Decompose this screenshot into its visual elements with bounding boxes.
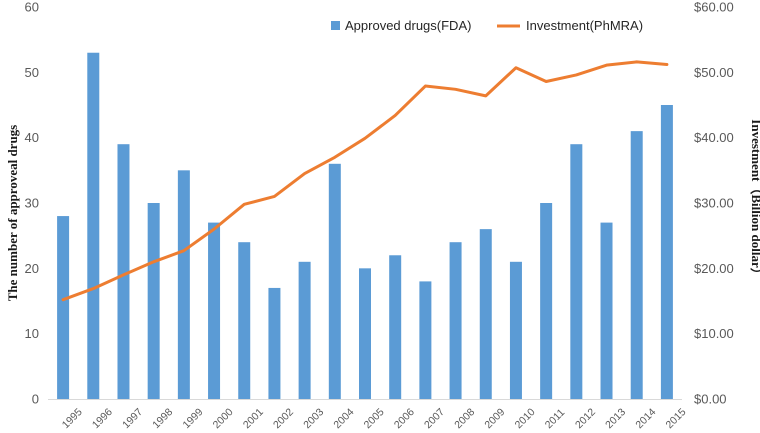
bar [57,216,70,399]
x-tick-label: 2012 [573,406,598,431]
x-tick-label: 2002 [271,406,296,431]
bar [600,222,613,399]
bar [359,268,371,399]
y-axis-title-left-text: The number of approveal drugs [5,125,20,302]
bar [389,255,402,399]
bar [268,287,281,399]
y-axis-left-ticks: 0 10 20 30 40 50 60 [25,0,39,407]
y-tick-label-left: 50 [25,65,39,80]
y-tick-label-left: 40 [25,130,39,145]
y-axis-title-right-text: Investment（Billion dollar） [749,119,760,280]
x-tick-label: 2005 [362,406,387,431]
y-tick-label-right: $60.00 [694,0,734,15]
bar [419,281,432,399]
bar [208,222,221,399]
y-tick-label-right: $50.00 [694,65,734,80]
y-tick-label-left: 60 [25,0,39,15]
x-tick-label: 2010 [513,406,538,431]
x-tick-label: 1996 [90,406,115,431]
x-tick-label: 2001 [241,406,266,431]
x-tick-label: 2000 [211,406,236,431]
x-axis-ticks: 1995 1996 1997 1998 1999 2000 2001 2002 2003 2004… [60,406,689,431]
y-axis-title-left: The number of approveal drugs [5,125,20,302]
bar [449,242,462,399]
x-tick-label: 1995 [60,406,85,431]
bar [147,203,160,399]
x-tick-label: 2003 [301,406,326,431]
bar [660,105,673,399]
legend-label-line: Investment(PhMRA) [526,18,643,33]
legend-swatch-bars [331,21,340,30]
bar [328,163,341,399]
bar [238,242,251,399]
bar-series [57,52,673,399]
y-tick-label-left: 10 [25,326,39,341]
x-tick-label: 2006 [392,406,417,431]
x-tick-label: 1998 [150,406,175,431]
x-tick-label: 2004 [331,406,356,431]
y-tick-label-right: $30.00 [694,196,734,211]
bar [630,131,643,399]
y-tick-label-right: $0.00 [694,392,727,407]
x-tick-label: 2014 [633,406,658,431]
x-tick-label: 2007 [422,406,447,431]
y-axis-right-ticks: $0.00 $10.00 $20.00 $30.00 $40.00 $50.00 $60.0… [694,0,734,407]
x-tick-label: 2011 [543,407,568,432]
y-tick-label-right: $20.00 [694,261,734,276]
x-tick-label: 1999 [180,406,205,431]
y-tick-label-right: $40.00 [694,130,734,145]
y-tick-label-left: 30 [25,196,39,211]
y-axis-title-right: Investment（Billion dollar） [749,119,760,280]
line-series [61,60,669,302]
bar [117,144,130,399]
legend: Approved drugs(FDA) Investment(PhMRA) [331,18,643,33]
x-tick-label: 2008 [452,406,477,431]
bar [509,261,522,399]
investment-line [61,60,669,302]
legend-label-bars: Approved drugs(FDA) [345,18,471,33]
bar [479,229,492,399]
x-tick-label: 2009 [482,406,507,431]
bar [298,261,311,399]
y-tick-label-left: 20 [25,261,39,276]
bar [87,52,100,399]
bar [570,144,583,399]
x-tick-label: 2013 [603,406,628,431]
bar [540,203,553,399]
x-tick-label: 2015 [664,406,689,431]
y-tick-label-right: $10.00 [694,326,734,341]
y-tick-label-left: 0 [32,392,39,407]
bar [177,170,190,399]
x-tick-label: 1997 [120,406,145,431]
